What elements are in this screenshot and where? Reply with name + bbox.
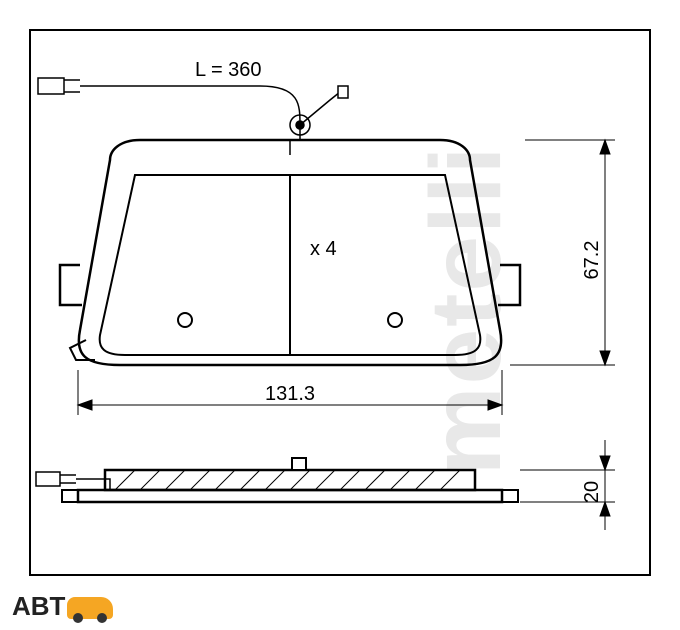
- dim-height-value: 67.2: [581, 241, 603, 280]
- watermark-text: metelli: [410, 145, 522, 476]
- diagram-border: [30, 30, 650, 575]
- quantity-label: x 4: [310, 238, 337, 260]
- footer-logo: ABT: [12, 591, 113, 622]
- pad-left-lower-tab: [70, 340, 95, 360]
- logo-car-icon: [67, 597, 113, 619]
- dim-width-value: 131.3: [265, 383, 315, 405]
- pad-hole-right: [388, 313, 402, 327]
- dim-thickness-value: 20: [581, 481, 603, 503]
- side-view-wire: [36, 472, 110, 489]
- logo-text: ABT: [12, 591, 65, 621]
- pad-hole-left: [178, 313, 192, 327]
- technical-diagram-canvas: metelli L = 360 x 4: [0, 0, 680, 630]
- diagram-svg: metelli L = 360 x 4: [0, 0, 680, 630]
- pad-left-tab: [60, 265, 82, 305]
- wire-length-label: L = 360: [195, 59, 262, 81]
- wear-sensor-wire: [38, 78, 348, 155]
